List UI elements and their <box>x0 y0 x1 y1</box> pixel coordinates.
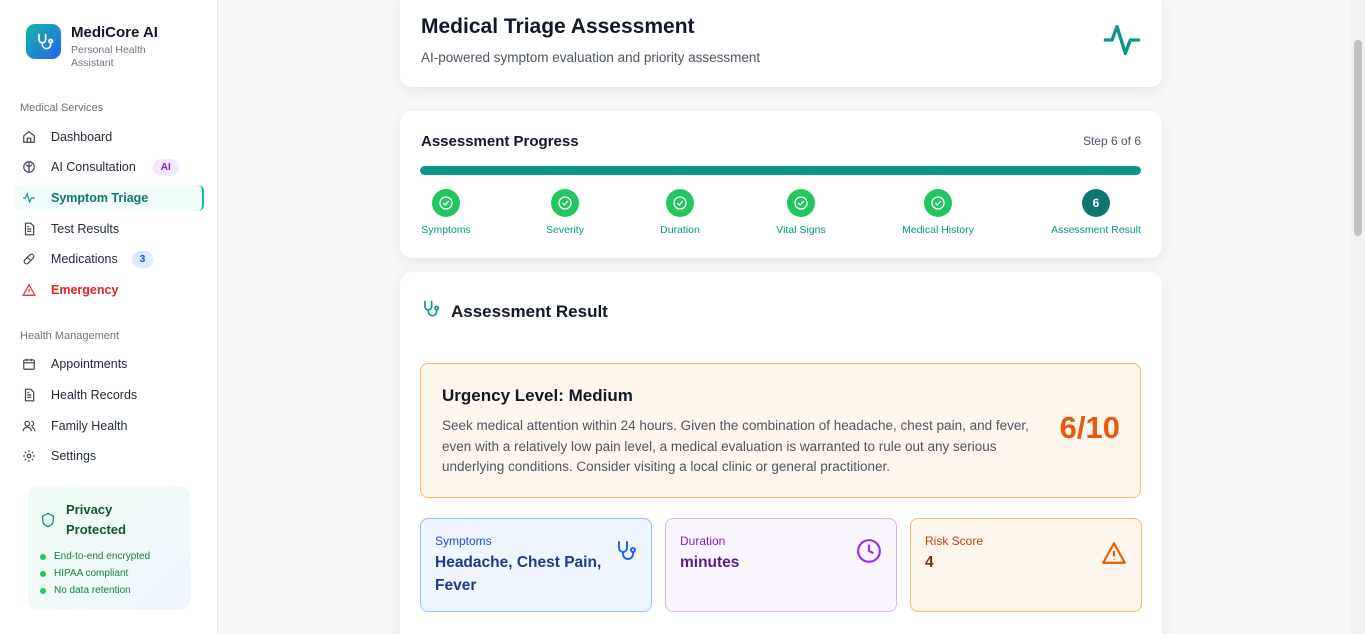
privacy-item: HIPAA compliant <box>40 565 178 582</box>
stethoscope-icon <box>420 299 440 324</box>
sidebar-item-label: Settings <box>51 449 97 463</box>
check-circle-icon <box>666 189 694 217</box>
sidebar-item-settings[interactable]: Settings <box>14 443 204 469</box>
step-label: Symptoms <box>421 224 471 236</box>
activity-icon <box>22 191 36 205</box>
sidebar-item-label: Family Health <box>51 419 128 433</box>
metric-value: Headache, Chest Pain, Fever <box>435 554 602 594</box>
sidebar-item-label: Appointments <box>51 357 128 371</box>
urgency-title: Urgency Level: Medium <box>442 386 633 405</box>
sidebar-item-label: Symptom Triage <box>51 191 149 205</box>
step-label: Duration <box>660 224 700 236</box>
sidebar-item-label: Medications <box>51 252 118 266</box>
medications-count-badge: 3 <box>131 250 154 268</box>
sidebar-item-test-results[interactable]: Test Results <box>14 216 204 242</box>
result-title: Assessment Result <box>451 301 608 321</box>
step-symptoms[interactable]: Symptoms <box>420 189 472 236</box>
check-circle-icon <box>787 189 815 217</box>
metric-label: Duration <box>680 534 726 548</box>
alert-triangle-icon <box>1101 540 1127 571</box>
status-dot <box>40 553 46 560</box>
sidebar-item-ai-consultation[interactable]: AI Consultation AI <box>14 154 204 180</box>
gear-icon <box>22 449 36 463</box>
metric-label: Risk Score <box>925 534 984 548</box>
sidebar-item-dashboard[interactable]: Dashboard <box>14 124 204 150</box>
check-circle-icon <box>432 189 460 217</box>
step-label: Severity <box>546 224 584 236</box>
sidebar: MediCore AI Personal Health Assistant Me… <box>0 0 218 634</box>
brain-icon <box>22 160 36 174</box>
check-circle-icon <box>924 189 952 217</box>
urgency-score: 6/10 <box>1059 410 1120 445</box>
sidebar-item-family-health[interactable]: Family Health <box>14 413 204 439</box>
step-severity[interactable]: Severity <box>545 189 585 236</box>
urgency-panel: Urgency Level: Medium Seek medical atten… <box>420 363 1141 498</box>
symptoms-metric: Symptoms Headache, Chest Pain, Fever <box>420 518 652 612</box>
sidebar-item-label: Emergency <box>51 283 119 297</box>
sidebar-item-health-records[interactable]: Health Records <box>14 382 204 408</box>
home-icon <box>22 130 36 144</box>
file-icon <box>22 222 36 236</box>
privacy-title: Privacy Protected <box>66 502 126 537</box>
step-label: Assessment Result <box>1051 224 1141 236</box>
sidebar-item-medications[interactable]: Medications 3 <box>14 246 204 272</box>
duration-metric: Duration minutes <box>665 518 897 612</box>
privacy-item: No data retention <box>40 582 178 599</box>
status-dot <box>40 587 46 594</box>
step-duration[interactable]: Duration <box>659 189 701 236</box>
scrollbar-thumb[interactable] <box>1354 40 1362 236</box>
users-icon <box>22 419 36 433</box>
sidebar-item-label: Health Records <box>51 388 138 402</box>
sidebar-item-label: Test Results <box>51 222 120 236</box>
sidebar-item-symptom-triage[interactable]: Symptom Triage <box>14 185 204 211</box>
brand[interactable]: MediCore AI Personal Health Assistant <box>26 24 171 70</box>
step-label: Vital Signs <box>776 224 826 236</box>
status-dot <box>40 570 46 577</box>
step-indicator: Step 6 of 6 <box>1082 134 1141 148</box>
calendar-icon <box>22 357 36 371</box>
step-medical-history[interactable]: Medical History <box>900 189 976 236</box>
privacy-item: End-to-end encrypted <box>40 548 178 565</box>
check-circle-icon <box>551 189 579 217</box>
shield-icon <box>40 512 56 533</box>
section-label-health-management: Health Management <box>20 330 120 342</box>
sidebar-item-label: AI Consultation <box>51 160 136 174</box>
clock-icon <box>856 538 882 569</box>
activity-icon <box>1102 20 1142 65</box>
brand-name: MediCore AI <box>71 24 158 41</box>
header-card: Medical Triage Assessment AI-powered sym… <box>400 0 1162 87</box>
page-subtitle: AI-powered symptom evaluation and priori… <box>421 50 761 65</box>
stethoscope-logo-icon <box>26 24 61 59</box>
file-icon <box>22 388 36 402</box>
progress-card: Assessment Progress Step 6 of 6 Symptoms… <box>400 111 1162 258</box>
progress-bar <box>420 166 1141 175</box>
alert-triangle-icon <box>22 283 36 297</box>
sidebar-item-emergency[interactable]: Emergency <box>14 277 204 303</box>
page-scrollbar[interactable] <box>1351 0 1365 634</box>
pill-icon <box>22 252 36 266</box>
step-number: 6 <box>1082 189 1110 217</box>
step-label: Medical History <box>902 224 974 236</box>
result-card: Assessment Result Urgency Level: Medium … <box>400 272 1162 634</box>
metric-value: 4 <box>925 554 934 571</box>
section-label-medical-services: Medical Services <box>20 102 104 114</box>
metric-value: minutes <box>680 554 740 571</box>
progress-title: Assessment Progress <box>421 133 579 150</box>
sidebar-item-label: Dashboard <box>51 130 113 144</box>
progress-fill <box>420 166 1141 175</box>
stethoscope-icon <box>613 539 637 568</box>
sidebar-item-appointments[interactable]: Appointments <box>14 351 204 377</box>
step-assessment-result[interactable]: 6 Assessment Result <box>1050 189 1142 236</box>
brand-subtitle: Personal Health Assistant <box>71 44 146 69</box>
privacy-panel: Privacy Protected End-to-end encrypted H… <box>28 486 190 610</box>
step-vital-signs[interactable]: Vital Signs <box>775 189 827 236</box>
risk-score-metric: Risk Score 4 <box>910 518 1142 612</box>
metric-label: Symptoms <box>435 534 492 548</box>
urgency-description: Seek medical attention within 24 hours. … <box>442 418 1029 474</box>
page-title: Medical Triage Assessment <box>421 15 695 38</box>
ai-badge: AI <box>152 158 179 176</box>
